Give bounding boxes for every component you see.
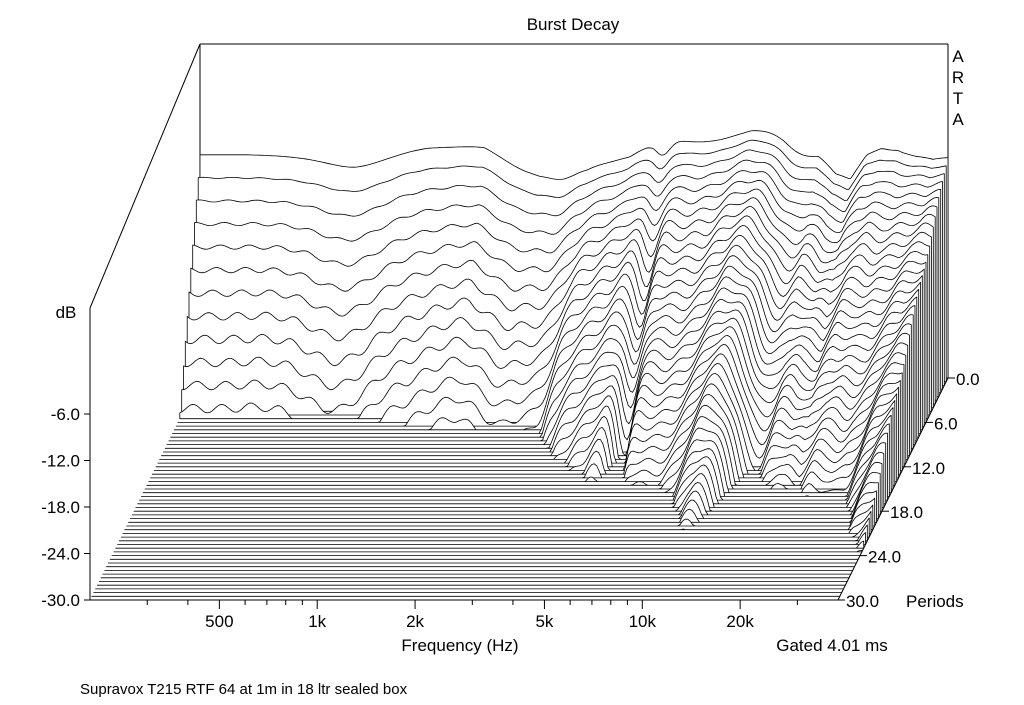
x-tick-label-0: 500 xyxy=(205,612,233,631)
chart-caption: Supravox T215 RTF 64 at 1m in 18 ltr sea… xyxy=(80,681,408,698)
decay-slice-45 xyxy=(117,532,866,545)
decay-slice-38 xyxy=(129,482,879,519)
y-tick-label-4: -30.0 xyxy=(41,591,80,610)
decay-slice-40 xyxy=(126,497,876,527)
brand-letter-4: A xyxy=(952,110,964,129)
z-tick-label-3: 18.0 xyxy=(890,503,923,522)
brand-letter-3: T xyxy=(953,89,963,108)
decay-slice-44 xyxy=(118,524,868,542)
decay-slice-43 xyxy=(120,517,870,538)
x-axis-label: Frequency (Hz) xyxy=(401,636,518,655)
decay-slice-41 xyxy=(124,504,874,531)
decay-slice-39 xyxy=(128,490,877,523)
brand-letter-1: A xyxy=(952,47,964,66)
y-axis-label: dB xyxy=(56,303,77,322)
y-tick-label-0: -6.0 xyxy=(51,405,80,424)
chart-title: Burst Decay xyxy=(527,15,620,34)
decay-slice-47 xyxy=(113,550,863,553)
y-tick-label-3: -24.0 xyxy=(41,545,80,564)
x-tick-label-1: 1k xyxy=(308,612,326,631)
z-tick-label-0: 0.0 xyxy=(956,370,980,389)
y-tick-label-1: -12.0 xyxy=(41,452,80,471)
side-wall-top xyxy=(89,43,201,309)
z-tick-label-1: 6.0 xyxy=(934,414,958,433)
decay-slices xyxy=(89,130,949,601)
brand-letter-2: R xyxy=(952,68,964,87)
z-tick-label-2: 12.0 xyxy=(912,459,945,478)
x-tick-label-4: 10k xyxy=(629,612,657,631)
z-axis-label: Periods xyxy=(906,592,964,611)
decay-slice-46 xyxy=(115,540,865,549)
z-tick-label-4: 24.0 xyxy=(868,548,901,567)
axis-ticks: -6.0 -12.0 -18.0 -24.0 -30.0 500 1k 2k 5k 10k 20k 0… xyxy=(41,370,979,631)
gate-note: Gated 4.01 ms xyxy=(776,636,888,655)
y-tick-label-2: -18.0 xyxy=(41,498,80,517)
x-tick-label-3: 5k xyxy=(535,612,553,631)
z-tick-label-5: 30.0 xyxy=(846,592,879,611)
x-tick-label-2: 2k xyxy=(406,612,424,631)
decay-slice-42 xyxy=(122,511,872,534)
x-tick-label-5: 20k xyxy=(726,612,754,631)
